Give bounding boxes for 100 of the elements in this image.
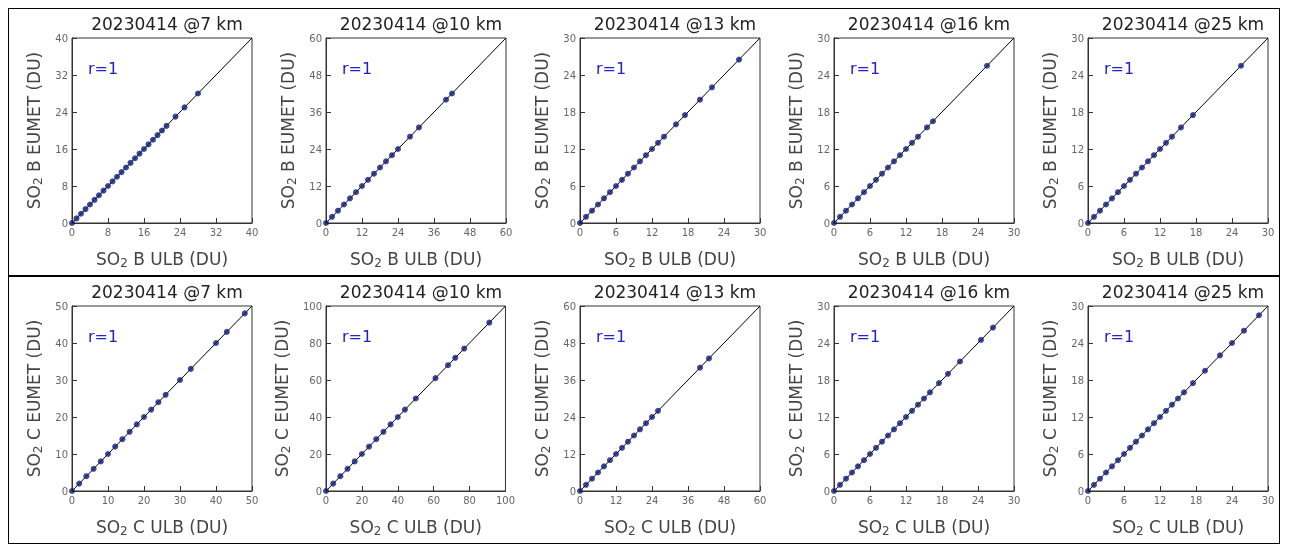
point — [595, 469, 601, 476]
y-tick-label: 30 — [563, 32, 576, 44]
y-tick-label: 24 — [817, 69, 830, 81]
point — [187, 365, 194, 372]
point — [736, 56, 742, 63]
point — [383, 158, 389, 165]
point — [1103, 469, 1109, 476]
point — [1133, 170, 1139, 177]
point — [401, 406, 408, 413]
point — [697, 96, 703, 103]
point — [359, 183, 365, 189]
x-tick-label: 18 — [681, 226, 695, 238]
point — [637, 158, 643, 165]
y-tick-label: 10 — [55, 448, 68, 460]
y-tick-label: 6 — [823, 448, 830, 460]
point — [1091, 213, 1097, 220]
x-tick-label: 6 — [612, 226, 620, 238]
y-tick-label: 8 — [61, 180, 68, 192]
y-tick-label: 50 — [55, 300, 68, 312]
point — [873, 176, 879, 183]
y-tick-label: 30 — [817, 32, 830, 44]
y-axis-title: SO2 C EUMET (DU) — [272, 319, 294, 478]
y-tick-label: 12 — [1071, 411, 1084, 423]
point — [347, 195, 353, 202]
x-tick-label: 30 — [1007, 494, 1021, 506]
x-tick-label: 30 — [753, 226, 767, 238]
y-tick-label: 30 — [1071, 300, 1084, 312]
y-tick-label: 60 — [309, 32, 322, 44]
point — [924, 124, 930, 131]
point — [119, 436, 126, 443]
x-tick-label: 40 — [245, 226, 259, 238]
point — [148, 406, 155, 413]
point — [1202, 367, 1208, 374]
y-tick-label: 100 — [302, 300, 322, 312]
point — [631, 164, 637, 171]
x-tick-label: 50 — [245, 494, 259, 506]
point — [82, 206, 89, 213]
chart-title: 20230414 @10 km — [339, 13, 503, 34]
annotation: r=1 — [850, 58, 881, 78]
point — [1157, 414, 1163, 420]
point — [389, 152, 395, 159]
point — [837, 481, 843, 488]
point — [1139, 164, 1145, 171]
point — [330, 480, 337, 487]
y-tick-label: 40 — [309, 411, 322, 423]
point — [930, 118, 936, 125]
point — [177, 377, 183, 383]
point — [625, 438, 631, 445]
x-tick-label: 30 — [173, 494, 187, 506]
chart-title: 20230414 @25 km — [1101, 13, 1265, 34]
x-tick-label: 12 — [899, 226, 913, 238]
point — [984, 62, 990, 69]
x-tick-label: 6 — [1120, 226, 1128, 238]
y-tick-label: 12 — [309, 180, 322, 192]
point — [879, 438, 885, 445]
point — [366, 443, 373, 450]
point — [843, 207, 849, 214]
x-tick-label: 12 — [609, 494, 623, 506]
y-axis-title: SO2 B EUMET (DU) — [532, 51, 553, 210]
point — [885, 432, 891, 439]
y-tick-label: 0 — [61, 217, 68, 229]
x-tick-label: 18 — [935, 226, 949, 238]
point — [655, 407, 661, 414]
point — [1241, 327, 1247, 334]
point — [1091, 481, 1097, 488]
point — [697, 364, 703, 371]
y-tick-label: 48 — [563, 337, 576, 349]
x-tick-label: 60 — [753, 494, 767, 506]
y-tick-label: 40 — [55, 32, 68, 44]
point — [126, 428, 133, 435]
point — [127, 159, 134, 166]
point — [1109, 463, 1115, 470]
y-tick-label: 18 — [563, 106, 576, 118]
y-tick-label: 0 — [823, 485, 830, 497]
point — [162, 391, 169, 398]
point — [1121, 451, 1127, 457]
point — [443, 96, 449, 103]
point — [855, 195, 861, 202]
point — [387, 421, 394, 428]
y-tick-label: 12 — [817, 143, 830, 155]
x-tick-label: 20 — [355, 494, 369, 506]
point — [706, 355, 712, 362]
point — [1151, 152, 1157, 159]
y-tick-label: 24 — [1071, 337, 1084, 349]
point — [1139, 432, 1145, 439]
point — [589, 475, 595, 482]
y-tick-label: 0 — [1077, 217, 1084, 229]
point — [371, 170, 377, 177]
point — [123, 164, 129, 171]
point — [365, 176, 371, 183]
point — [709, 84, 715, 91]
y-axis-title: SO2 C EUMET (DU) — [786, 319, 807, 478]
y-tick-label: 20 — [55, 411, 68, 423]
point — [945, 370, 951, 377]
y-tick-label: 18 — [817, 374, 830, 386]
point — [150, 136, 156, 143]
point — [90, 465, 97, 472]
x-tick-label: 12 — [645, 226, 659, 238]
annotation: r=1 — [850, 326, 881, 346]
point — [141, 414, 147, 420]
